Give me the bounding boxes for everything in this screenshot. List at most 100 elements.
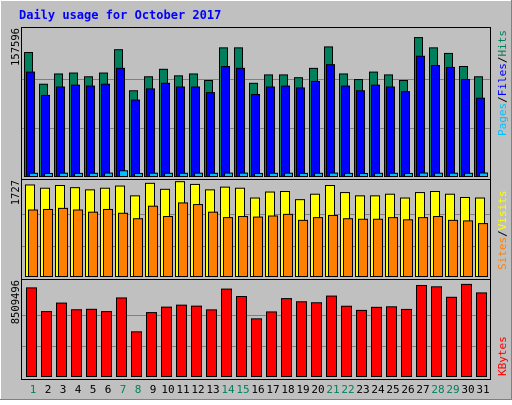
bar-sites	[373, 218, 383, 278]
bar-files	[401, 91, 410, 177]
bar-files	[176, 86, 185, 177]
bar-pages	[479, 172, 488, 178]
bar-files	[326, 64, 335, 177]
bar-pages	[89, 172, 98, 177]
x-tick-label: 8	[135, 383, 142, 396]
x-tick-label: 11	[176, 383, 189, 396]
legend-separator: /	[496, 96, 509, 103]
bar-files	[206, 92, 215, 177]
bar-pages	[209, 172, 218, 177]
bar-files	[41, 94, 50, 177]
bar-sites	[343, 218, 353, 278]
bar-sites	[163, 216, 173, 278]
x-tick-label: 10	[161, 383, 174, 396]
x-tick-label: 5	[90, 383, 97, 396]
bar-sites	[268, 215, 278, 277]
legend-kbytes-panel: KBytes	[496, 336, 509, 376]
bar-sites	[208, 211, 218, 277]
bar-files	[131, 99, 140, 177]
x-tick-label: 18	[281, 383, 294, 396]
x-tick-label: 27	[416, 383, 429, 396]
bar-files	[71, 84, 80, 177]
x-tick-label: 6	[105, 383, 112, 396]
bar-kbytes	[26, 287, 37, 378]
bar-pages	[59, 172, 68, 177]
bar-kbytes	[116, 297, 127, 378]
bar-files	[311, 80, 320, 177]
bar-pages	[344, 172, 353, 177]
bar-files	[281, 85, 290, 177]
bar-pages	[74, 172, 83, 177]
bar-kbytes	[71, 309, 82, 378]
bar-files	[56, 86, 65, 177]
legend-hits: Hits	[496, 30, 509, 57]
bar-files	[116, 67, 125, 177]
x-axis-day-labels: 1 2 3 4 5 6 7 8 9 10 11 12 13 14 15 16 17 18 19 20 21 22 23 24 2…	[30, 383, 490, 396]
bar-pages	[419, 172, 428, 178]
bar-pages	[119, 170, 128, 177]
legend-pages: Pages	[496, 103, 509, 136]
bar-pages	[269, 172, 278, 177]
bar-kbytes	[161, 306, 172, 378]
bar-files	[266, 86, 275, 177]
x-tick-label: 24	[371, 383, 385, 396]
y-max-label-kbytes: 8509496	[10, 280, 22, 324]
bar-sites	[403, 219, 413, 278]
bar-pages	[374, 172, 383, 177]
legend-separator: /	[496, 230, 509, 237]
bar-kbytes	[371, 306, 382, 377]
bar-kbytes	[191, 305, 202, 377]
x-tick-label: 2	[45, 383, 52, 396]
bar-kbytes	[296, 301, 307, 378]
x-tick-label: 26	[401, 383, 414, 396]
bar-kbytes	[41, 311, 52, 377]
bar-kbytes	[461, 283, 472, 377]
bar-files	[356, 90, 365, 177]
bar-pages	[449, 172, 458, 177]
bar-files	[86, 85, 95, 177]
bar-kbytes	[176, 304, 187, 377]
bar-files	[146, 88, 155, 177]
bar-kbytes	[311, 302, 322, 378]
bar-kbytes	[236, 296, 247, 377]
bar-pages	[179, 172, 188, 177]
x-tick-label: 30	[461, 383, 474, 396]
bar-pages	[359, 172, 368, 177]
bar-files	[371, 84, 380, 177]
bar-sites	[478, 223, 488, 278]
bar-kbytes	[86, 308, 97, 378]
bar-kbytes	[251, 318, 262, 378]
bar-pages	[29, 172, 38, 177]
bar-pages	[284, 172, 293, 177]
x-tick-label: 3	[60, 383, 67, 396]
bar-sites	[133, 218, 143, 278]
bar-kbytes	[341, 305, 352, 377]
bar-sites	[283, 213, 293, 277]
bar-pages	[299, 172, 308, 177]
bar-pages	[254, 172, 263, 177]
bar-sites	[448, 219, 458, 278]
bar-kbytes	[386, 306, 397, 377]
bar-files	[416, 55, 425, 177]
bar-sites	[328, 214, 338, 277]
legend-separator: /	[496, 57, 509, 64]
x-tick-label: 28	[431, 383, 444, 396]
legend-sites: Sites	[496, 237, 509, 270]
bar-kbytes	[416, 284, 427, 377]
bar-sites	[298, 219, 308, 278]
bar-files	[251, 93, 260, 177]
x-tick-label: 29	[446, 383, 459, 396]
x-tick-label: 17	[266, 383, 279, 396]
bar-pages	[194, 172, 203, 177]
bar-pages	[239, 172, 248, 178]
bar-sites	[178, 202, 188, 277]
chart-title: Daily usage for October 2017	[19, 8, 221, 22]
x-tick-label: 9	[150, 383, 157, 396]
bar-files	[476, 97, 485, 177]
x-tick-label: 19	[296, 383, 309, 396]
bar-sites	[388, 217, 398, 278]
bar-kbytes	[131, 331, 142, 378]
x-tick-label: 13	[206, 383, 219, 396]
legend-kbytes: KBytes	[496, 336, 509, 376]
